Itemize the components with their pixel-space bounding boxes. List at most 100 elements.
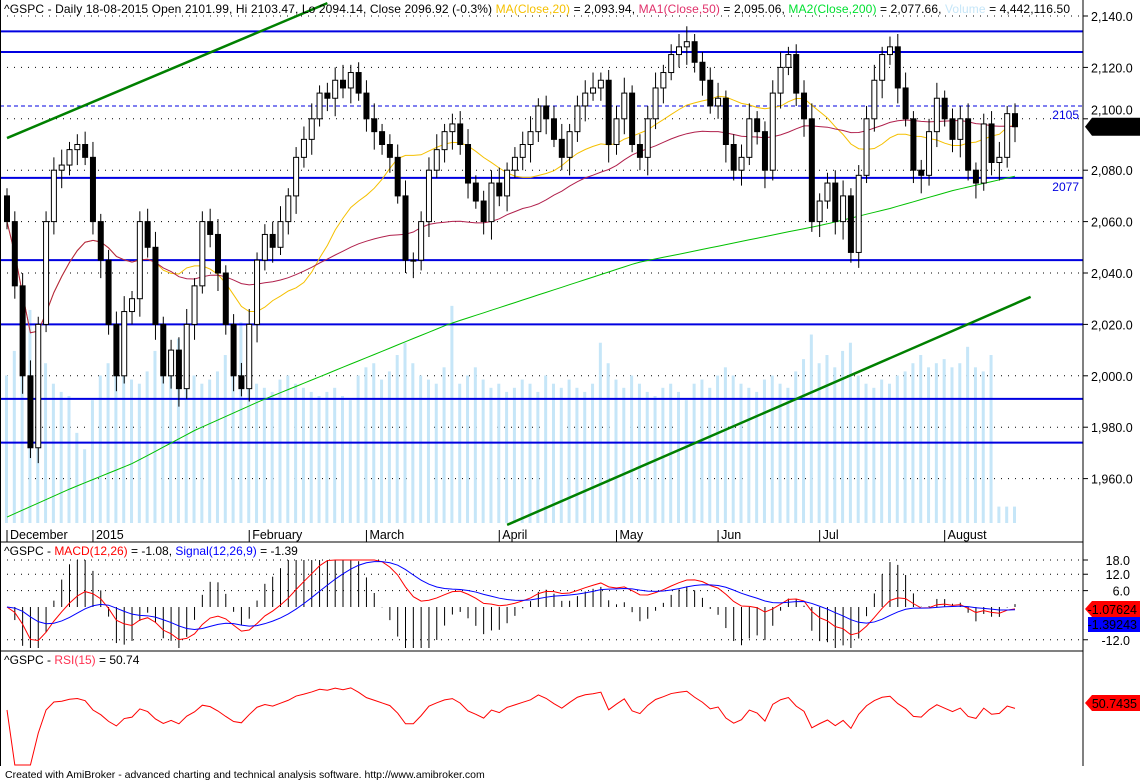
level-label: 2077: [1052, 180, 1079, 194]
candle-down: [175, 349, 182, 390]
macd-value-label: -1.07624: [1088, 603, 1137, 617]
volume-bar: [20, 334, 24, 523]
macd-line: [6, 559, 1016, 642]
candle-down: [808, 118, 815, 223]
volume-bar: [489, 387, 493, 523]
candle-up: [43, 221, 50, 325]
volume-bar: [536, 391, 540, 523]
candle-up: [933, 97, 940, 133]
volume-bar: [153, 350, 157, 523]
volume-bar: [270, 391, 274, 523]
candle-down: [4, 195, 10, 223]
volume-bar: [1005, 506, 1009, 523]
volume-bar: [466, 375, 470, 523]
volume-bar: [341, 395, 344, 523]
volume-bar: [294, 383, 298, 523]
candle-down: [465, 144, 472, 184]
candle-up: [199, 221, 206, 287]
candle-down: [222, 272, 229, 325]
macd-tick-label: 6.0: [1113, 585, 1130, 599]
volume-bar: [950, 367, 954, 523]
volume-bar: [130, 379, 134, 523]
volume-bar: [262, 387, 266, 523]
price-tick-label: 2,120.0: [1091, 61, 1133, 75]
candle-up: [332, 79, 339, 99]
candle-down: [11, 221, 18, 287]
volume-bar: [794, 371, 798, 523]
candle-down: [691, 41, 698, 63]
candle-up: [1004, 113, 1011, 158]
candle-up: [777, 66, 784, 94]
candle-up: [871, 79, 878, 120]
volume-bar: [83, 449, 87, 523]
volume-bar: [51, 383, 55, 523]
candle-down: [949, 118, 956, 140]
volume-bar: [356, 375, 360, 523]
volume-bar: [67, 395, 71, 523]
macd-tick-label: 12.0: [1106, 568, 1130, 582]
volume-bar: [90, 400, 94, 523]
candle-up: [746, 118, 753, 158]
rsi-value-label: 50.7435: [1092, 697, 1137, 711]
month-label: 2015: [96, 528, 124, 542]
volume-bar: [708, 387, 712, 523]
volume-bar: [458, 383, 462, 523]
volume-bar: [364, 367, 368, 523]
volume-bar: [677, 391, 680, 523]
volume-bar: [848, 342, 852, 523]
volume-bar: [630, 375, 634, 523]
volume-bar: [192, 375, 196, 523]
candle-down: [847, 195, 854, 253]
volume-bar: [989, 355, 993, 523]
volume-bar: [966, 346, 970, 523]
rsi-header: ^GSPC - RSI(15) = 50.74: [4, 653, 140, 667]
volume-bar: [145, 371, 149, 523]
volume-bar: [512, 387, 516, 523]
candle-down: [801, 92, 808, 120]
candlesticks[interactable]: [4, 26, 1018, 464]
candle-up: [879, 54, 886, 81]
candle-up: [418, 221, 425, 261]
candle-up: [35, 323, 42, 449]
volume-bar: [575, 387, 579, 523]
macd-tick-label: 18.0: [1106, 554, 1130, 568]
candle-down: [238, 375, 245, 390]
volume-bar: [286, 375, 290, 523]
candle-down: [910, 118, 917, 171]
candle-down: [113, 323, 120, 377]
candle-down: [105, 259, 112, 325]
candle-up: [504, 169, 511, 197]
candle-down: [214, 233, 221, 274]
candle-down: [379, 131, 386, 145]
volume-bar: [551, 383, 555, 523]
volume-bar: [880, 379, 884, 523]
volume-bar: [137, 383, 141, 523]
level-label: 2105: [1052, 108, 1079, 122]
candle-up: [824, 182, 831, 202]
candle-down: [722, 97, 729, 145]
last-price-badge: [1085, 117, 1140, 136]
volume-bar: [739, 383, 743, 523]
candle-down: [550, 118, 557, 140]
volume-bar: [981, 371, 985, 523]
candle-up: [566, 131, 573, 158]
volume-bar: [12, 350, 16, 523]
month-label: March: [369, 528, 404, 542]
volume-bar: [856, 375, 860, 523]
volume-bar: [747, 387, 751, 523]
horizontal-levels: 2105 2077: [0, 30, 1083, 444]
volume-bar: [809, 334, 813, 523]
candle-down: [89, 156, 96, 223]
volume-bar: [520, 379, 524, 523]
month-label: Jun: [721, 528, 741, 542]
candle-up: [300, 138, 307, 158]
price-tick-label: 1,980.0: [1091, 421, 1133, 435]
candle-up: [527, 131, 534, 145]
candle-up: [168, 349, 175, 377]
volume-bar: [184, 367, 188, 523]
volume-bar: [825, 355, 829, 523]
price-tick-label: 2,060.0: [1091, 216, 1133, 230]
volume-bar: [942, 359, 946, 523]
candle-up: [582, 92, 589, 107]
